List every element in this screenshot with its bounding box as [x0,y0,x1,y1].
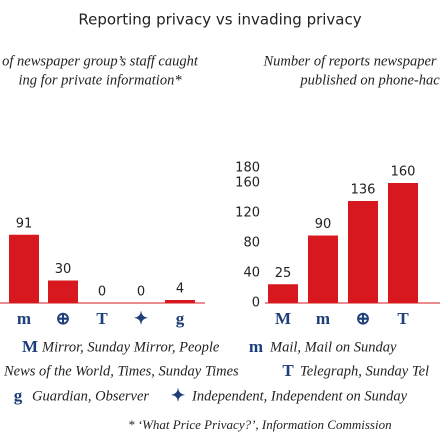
x-tick-label: ✦ [134,309,148,328]
bar [165,300,195,303]
subtitle: Number of reports newspaper [262,53,436,69]
value-label: 30 [55,262,72,277]
bar [348,201,378,303]
legend-icon: g [14,386,23,405]
legend-text: Independent, Independent on Sunday [191,388,408,404]
legend-text: Guardian, Observer [32,388,149,404]
bar [48,280,78,303]
legend-icon: T [282,361,294,380]
legend-icon: ✦ [171,386,185,405]
x-tick-label: ⊕ [56,309,70,328]
y-tick-label: 0 [252,296,260,311]
value-label: 0 [137,285,145,300]
value-label: 136 [351,183,376,198]
x-tick-label: T [397,309,409,328]
bar [9,234,39,303]
value-label: 25 [275,266,292,281]
bar [268,284,298,303]
value-label: 160 [391,165,416,180]
y-tick-label: 80 [243,236,260,251]
legend-text: Mirror, Sunday Mirror, People [41,339,220,355]
y-tick-label: 180 [235,161,260,176]
value-label: 90 [315,217,332,232]
subtitle: published on phone-hac [299,72,440,88]
value-label: 4 [176,282,184,297]
chart-title: Reporting privacy vs invading privacy [78,11,361,29]
legend-text: Telegraph, Sunday Tel [300,363,429,379]
value-label: 91 [16,216,33,231]
x-tick-label: m [17,309,31,328]
x-tick-label: ⊕ [356,309,370,328]
y-tick-label: 160 [235,176,260,191]
subtitle: of newspaper group’s staff caught [2,53,199,69]
y-tick-label: 40 [243,266,260,281]
value-label: 0 [98,285,106,300]
footnote: * ‘What Price Privacy?’, Information Com… [128,417,392,432]
x-tick-label: m [316,309,330,328]
bar [388,183,418,303]
x-tick-label: g [176,309,185,328]
x-tick-label: M [275,309,291,328]
y-tick-label: 120 [235,206,260,221]
legend-icon: m [249,337,263,356]
legend-text: Mail, Mail on Sunday [269,339,397,355]
bar [308,235,338,303]
legend-text: News of the World, Times, Sunday Times [3,363,239,379]
x-tick-label: T [96,309,108,328]
subtitle: ing for private information* [18,72,182,88]
legend-icon: M [22,337,38,356]
